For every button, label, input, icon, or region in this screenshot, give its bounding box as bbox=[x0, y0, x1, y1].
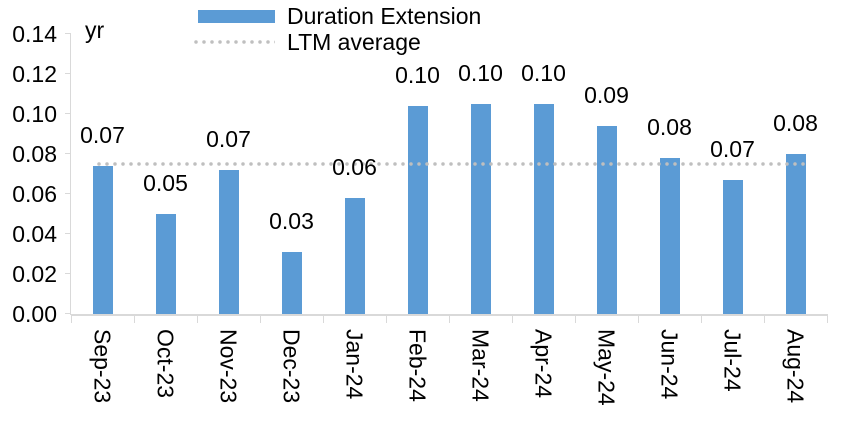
bar-Nov-23 bbox=[218, 170, 239, 314]
x-axis-tick bbox=[638, 315, 639, 323]
y-axis-tick bbox=[65, 193, 71, 194]
legend-dotted-line-swatch-icon bbox=[192, 40, 275, 44]
y-axis-line bbox=[70, 33, 71, 315]
legend-label-duration-extension: Duration Extension bbox=[287, 3, 482, 29]
y-axis-tick-label: 0.14 bbox=[12, 21, 57, 47]
data-label: 0.06 bbox=[332, 154, 377, 180]
bar-Jan-24 bbox=[344, 198, 365, 314]
data-label: 0.10 bbox=[458, 60, 503, 86]
x-axis-tick bbox=[449, 315, 450, 323]
bar-Aug-24 bbox=[785, 154, 806, 314]
bar-May-24 bbox=[596, 126, 617, 314]
x-axis-label: Jul-24 bbox=[719, 329, 746, 392]
legend-label-ltm-average: LTM average bbox=[287, 29, 421, 55]
y-axis-tick bbox=[65, 233, 71, 234]
x-axis-tick bbox=[323, 315, 324, 323]
bar-Jul-24 bbox=[722, 180, 743, 314]
y-axis-tick-label: 0.02 bbox=[12, 261, 57, 287]
x-axis-tick bbox=[764, 315, 765, 323]
data-label: 0.10 bbox=[521, 60, 566, 86]
x-axis-tick bbox=[386, 315, 387, 323]
y-axis-tick-label: 0.00 bbox=[12, 301, 57, 327]
y-axis-tick-label: 0.12 bbox=[12, 61, 57, 87]
x-axis-label: Oct-23 bbox=[152, 329, 179, 399]
x-axis-tick bbox=[197, 315, 198, 323]
data-label: 0.03 bbox=[269, 208, 314, 234]
bar-Sep-23 bbox=[92, 166, 113, 314]
x-axis-label: Aug-24 bbox=[782, 329, 809, 404]
x-axis-label: Apr-24 bbox=[530, 329, 557, 399]
x-axis-tick bbox=[575, 315, 576, 323]
y-axis-unit-label: yr bbox=[85, 17, 105, 43]
y-axis-tick bbox=[65, 313, 71, 314]
data-label: 0.08 bbox=[773, 110, 818, 136]
x-axis-tick bbox=[701, 315, 702, 323]
y-axis-tick bbox=[65, 73, 71, 74]
x-axis-tick bbox=[71, 315, 72, 323]
x-axis-label: Jun-24 bbox=[656, 329, 683, 400]
x-axis-tick bbox=[260, 315, 261, 323]
y-axis-tick bbox=[65, 273, 71, 274]
bar-Apr-24 bbox=[533, 104, 554, 314]
legend-bar-swatch-icon bbox=[198, 10, 275, 23]
x-axis-label: Sep-23 bbox=[89, 329, 116, 404]
y-axis-tick-label: 0.10 bbox=[12, 101, 57, 127]
data-label: 0.07 bbox=[80, 122, 125, 148]
x-axis-label: Mar-24 bbox=[467, 329, 494, 402]
ltm-average-line bbox=[95, 162, 805, 166]
x-axis-tick bbox=[827, 315, 828, 323]
bar-Dec-23 bbox=[281, 252, 302, 314]
x-axis-label: Dec-23 bbox=[278, 329, 305, 404]
x-axis-label: May-24 bbox=[593, 329, 620, 406]
data-label: 0.10 bbox=[395, 62, 440, 88]
bar-Feb-24 bbox=[407, 106, 428, 314]
y-axis-tick bbox=[65, 113, 71, 114]
x-axis-tick bbox=[134, 315, 135, 323]
bar-Oct-23 bbox=[155, 214, 176, 314]
y-axis-tick bbox=[65, 153, 71, 154]
data-label: 0.08 bbox=[647, 114, 692, 140]
data-label: 0.05 bbox=[143, 170, 188, 196]
y-axis-tick-label: 0.06 bbox=[12, 181, 57, 207]
y-axis-tick-label: 0.08 bbox=[12, 141, 57, 167]
x-axis-label: Nov-23 bbox=[215, 329, 242, 404]
y-axis-tick-label: 0.04 bbox=[12, 221, 57, 247]
bar-Jun-24 bbox=[659, 158, 680, 314]
bar-Mar-24 bbox=[470, 104, 491, 314]
y-axis-tick bbox=[65, 33, 71, 34]
data-label: 0.07 bbox=[710, 136, 755, 162]
data-label: 0.07 bbox=[206, 126, 251, 152]
x-axis-label: Jan-24 bbox=[341, 329, 368, 400]
x-axis-label: Feb-24 bbox=[404, 329, 431, 402]
data-label: 0.09 bbox=[584, 82, 629, 108]
x-axis-tick bbox=[512, 315, 513, 323]
